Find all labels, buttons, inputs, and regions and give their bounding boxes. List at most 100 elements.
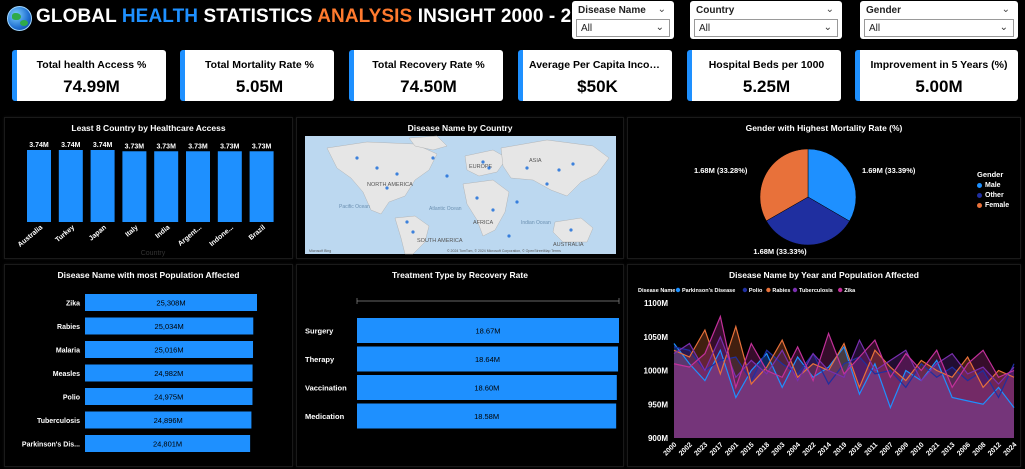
series-line[interactable] bbox=[673, 314, 1015, 390]
map-bubble[interactable] bbox=[571, 162, 575, 166]
bar[interactable] bbox=[27, 150, 51, 222]
legend-dot[interactable] bbox=[766, 287, 771, 293]
world-map[interactable]: NORTH AMERICA EUROPE ASIA Pacific Ocean … bbox=[297, 118, 625, 260]
kpi-card-health-access: Total health Access % 74.99M bbox=[12, 50, 166, 101]
series-line[interactable] bbox=[673, 324, 1015, 390]
map-bubble[interactable] bbox=[569, 228, 573, 232]
data-label: 25,034M bbox=[155, 322, 184, 331]
gender-dropdown[interactable]: All ⌄ bbox=[864, 19, 1014, 37]
bar[interactable] bbox=[85, 341, 254, 358]
kpi-value: 5.05M bbox=[235, 77, 284, 96]
data-label: 3.73M bbox=[220, 143, 240, 150]
bar[interactable] bbox=[217, 151, 242, 222]
disease-name-dropdown[interactable]: All ⌄ bbox=[576, 19, 670, 37]
legend-item-male[interactable]: Male bbox=[977, 182, 1009, 189]
chevron-down-icon[interactable]: ⌄ bbox=[657, 4, 666, 15]
country-healthcare-access-chart[interactable]: Least 8 Country by Healthcare Access 3.7… bbox=[4, 117, 293, 259]
bar[interactable] bbox=[357, 403, 617, 429]
category-label: Brazil bbox=[248, 224, 267, 242]
kpi-label: Total Recovery Rate % bbox=[372, 59, 485, 71]
legend-item-female[interactable]: Female bbox=[977, 202, 1009, 209]
gender-mortality-chart[interactable]: Gender with Highest Mortality Rate (%) 1… bbox=[627, 117, 1021, 259]
bar[interactable] bbox=[85, 411, 252, 429]
area-fill[interactable] bbox=[674, 326, 1014, 438]
pie-slice[interactable] bbox=[759, 148, 809, 222]
map-bubble[interactable] bbox=[545, 182, 549, 186]
chevron-down-icon[interactable]: ⌄ bbox=[825, 4, 834, 15]
bar[interactable] bbox=[90, 150, 115, 222]
bar[interactable] bbox=[357, 346, 619, 372]
chevron-down-icon[interactable]: ⌄ bbox=[999, 22, 1008, 33]
bar[interactable] bbox=[85, 388, 253, 405]
category-label: Malaria bbox=[56, 348, 80, 355]
data-label: 24,975M bbox=[154, 393, 183, 402]
map-bubble[interactable] bbox=[411, 230, 415, 234]
category-label: Surgery bbox=[305, 327, 334, 336]
map-bubble[interactable] bbox=[507, 234, 511, 238]
bar[interactable] bbox=[85, 294, 257, 311]
map-bubble[interactable] bbox=[445, 174, 449, 178]
area-fill[interactable] bbox=[674, 336, 1014, 438]
legend-label[interactable]: Parkinson's Disease bbox=[682, 288, 735, 294]
legend-dot[interactable] bbox=[792, 287, 798, 293]
data-label: 3.73M bbox=[125, 143, 145, 150]
kpi-value: 5.25M bbox=[742, 77, 791, 96]
country-slicer[interactable]: Country ⌄ All ⌄ bbox=[690, 1, 842, 39]
kpi-label: Hospital Beds per 1000 bbox=[708, 59, 825, 71]
gender-slicer[interactable]: Gender ⌄ All ⌄ bbox=[860, 1, 1018, 39]
legend-dot[interactable] bbox=[838, 287, 843, 293]
legend-label: Female bbox=[985, 202, 1010, 209]
bar[interactable] bbox=[357, 375, 617, 400]
map-bubble[interactable] bbox=[355, 156, 359, 160]
chevron-down-icon[interactable]: ⌄ bbox=[655, 22, 664, 33]
kpi-value: 5.00M bbox=[915, 77, 963, 96]
map-bubble[interactable] bbox=[515, 200, 519, 204]
bar[interactable] bbox=[154, 151, 179, 222]
map-bubble[interactable] bbox=[491, 208, 495, 212]
x-tick-label: 2024 bbox=[1002, 441, 1018, 457]
map-bubble[interactable] bbox=[475, 196, 479, 200]
legend-dot[interactable] bbox=[675, 287, 681, 293]
bar[interactable] bbox=[249, 151, 274, 222]
legend-dot[interactable] bbox=[742, 287, 748, 293]
bar[interactable] bbox=[85, 317, 254, 335]
legend-label[interactable]: Rabies bbox=[772, 288, 790, 294]
map-bubble[interactable] bbox=[557, 168, 561, 172]
legend-item-other[interactable]: Other bbox=[977, 192, 1009, 199]
bar[interactable] bbox=[357, 318, 619, 343]
bar[interactable] bbox=[58, 150, 83, 222]
treatment-recovery-chart[interactable]: Treatment Type by Recovery Rate Surgery 1… bbox=[296, 264, 624, 467]
map-bubble[interactable] bbox=[487, 166, 491, 170]
disease-name-slicer[interactable]: Disease Name ⌄ All ⌄ bbox=[572, 1, 674, 39]
map-bubble[interactable] bbox=[525, 166, 529, 170]
bar[interactable] bbox=[85, 364, 253, 382]
map-bubble[interactable] bbox=[431, 156, 435, 160]
disease-population-chart[interactable]: Disease Name with most Population Affect… bbox=[4, 264, 293, 467]
pie-slice[interactable] bbox=[807, 148, 857, 222]
legend-label[interactable]: Tuberculosis bbox=[799, 288, 833, 294]
map-bubble[interactable] bbox=[481, 160, 485, 164]
legend-label[interactable]: Zika bbox=[844, 288, 856, 294]
country-dropdown[interactable]: All ⌄ bbox=[694, 19, 838, 37]
map-bubble[interactable] bbox=[405, 220, 409, 224]
map-bubbles[interactable] bbox=[355, 156, 575, 238]
legend-title: Disease Name bbox=[638, 288, 675, 294]
x-tick-label: 2013 bbox=[941, 441, 957, 457]
disease-year-area-chart[interactable]: Disease Name by Year and Population Affe… bbox=[627, 264, 1021, 467]
chevron-down-icon[interactable]: ⌄ bbox=[1001, 4, 1010, 15]
chevron-down-icon[interactable]: ⌄ bbox=[823, 22, 832, 33]
bar[interactable] bbox=[186, 151, 210, 222]
map-bubble[interactable] bbox=[375, 166, 379, 170]
series-line[interactable] bbox=[673, 343, 1015, 410]
map-bubble[interactable] bbox=[395, 172, 399, 176]
slice-label: 1.68M (33.28%) bbox=[694, 166, 748, 175]
series-line[interactable] bbox=[673, 346, 1015, 399]
disease-map-panel[interactable]: Disease Name by Country NORTH AMERICA EU… bbox=[296, 117, 624, 259]
bar[interactable] bbox=[122, 151, 147, 222]
dropdown-value: All bbox=[699, 23, 711, 34]
area-fill[interactable] bbox=[674, 346, 1014, 438]
map-bubble[interactable] bbox=[385, 186, 389, 190]
bar[interactable] bbox=[85, 435, 251, 452]
legend-label[interactable]: Polio bbox=[749, 288, 763, 294]
data-label: 3.73M bbox=[156, 143, 176, 150]
